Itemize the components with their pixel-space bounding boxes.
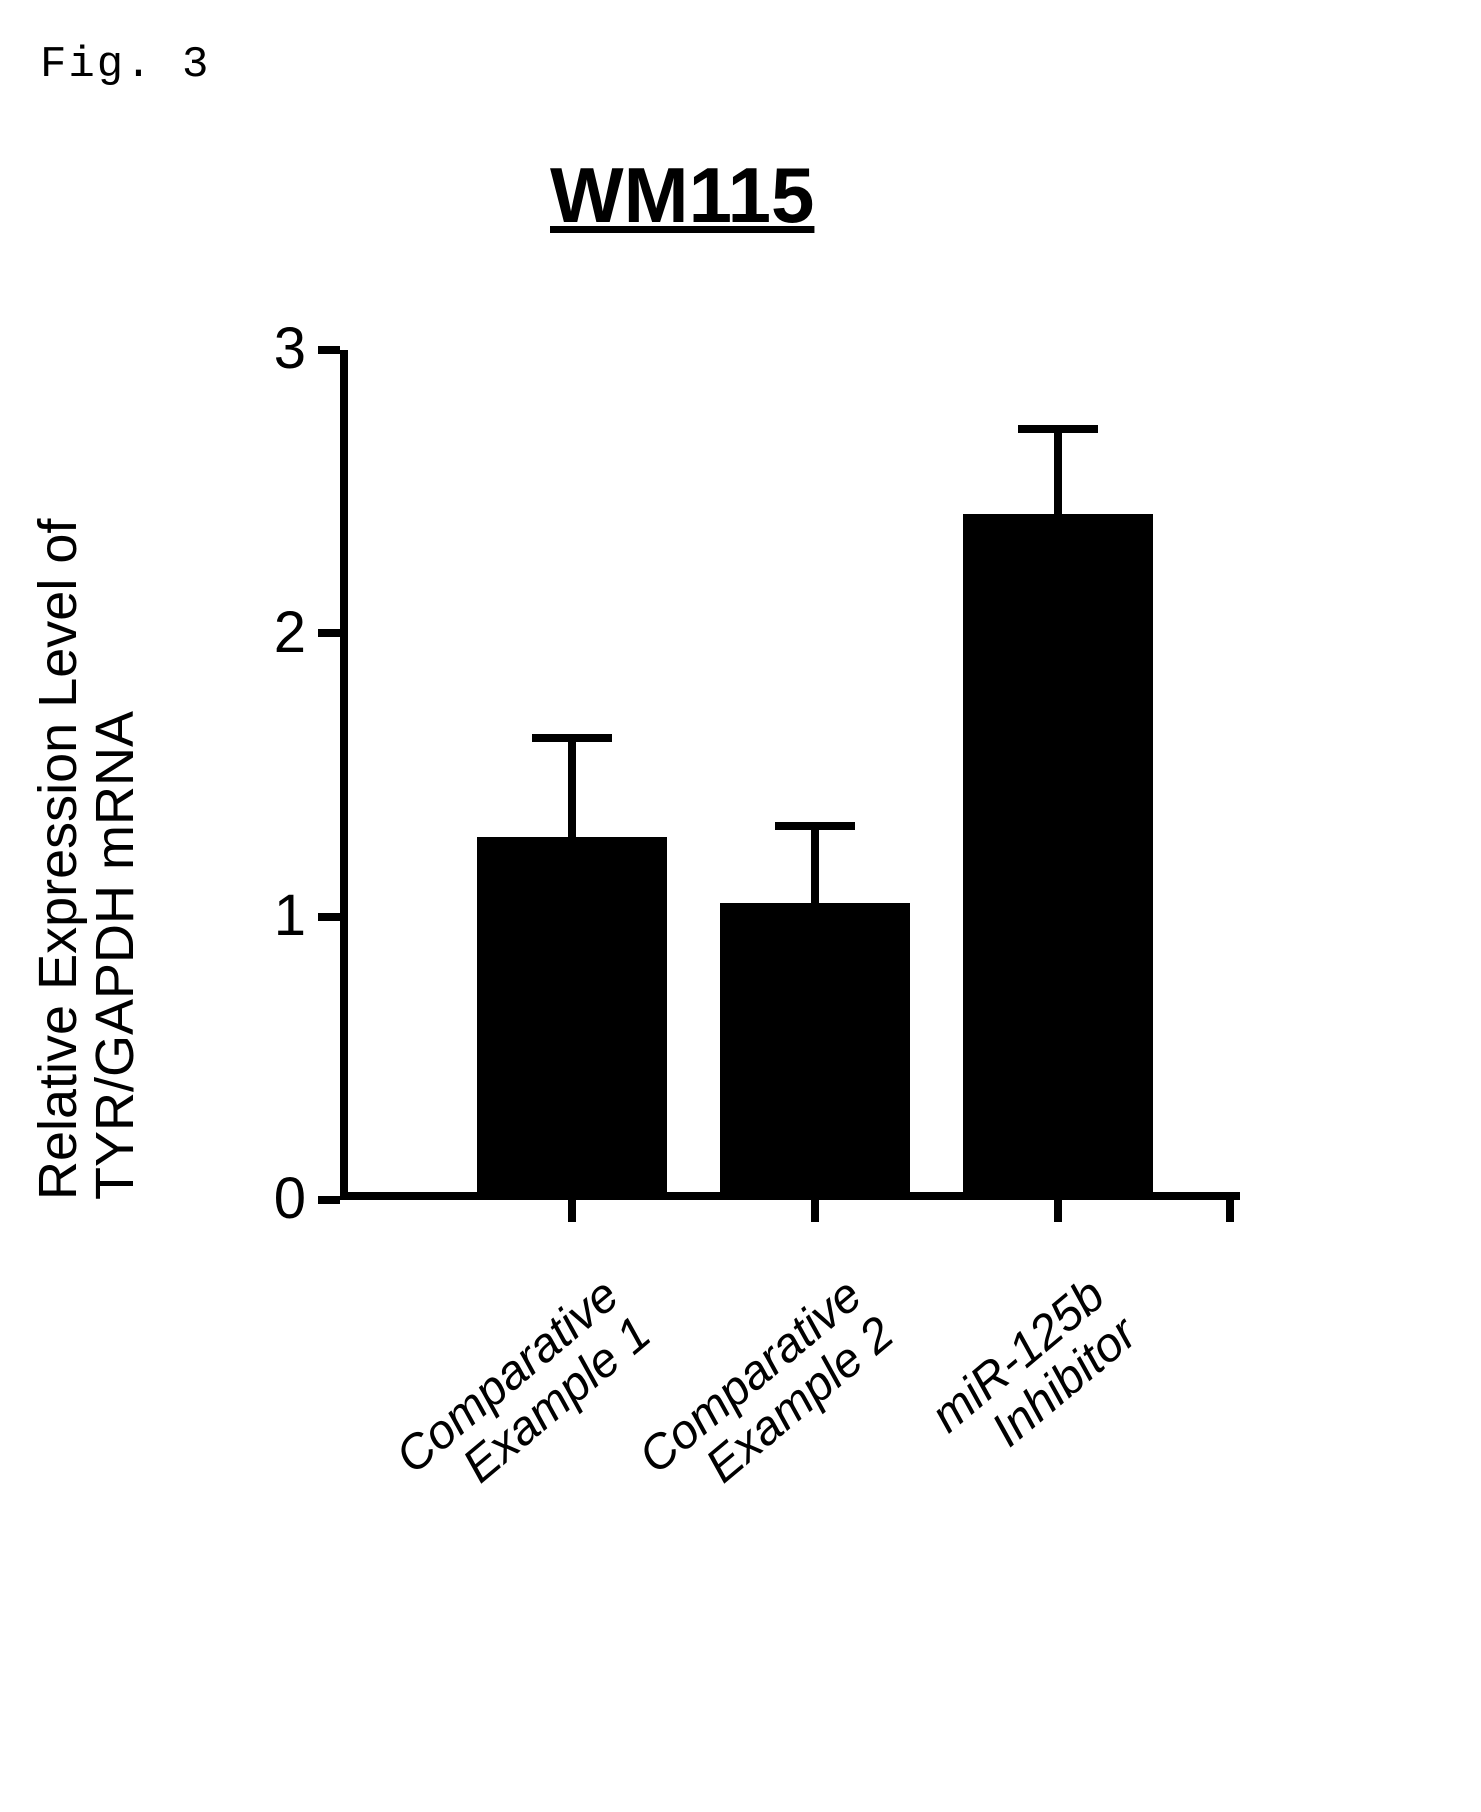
x-tick-label: miR-125b Inhibitor — [923, 1270, 1147, 1481]
plot-area: 0123Comparative Example 1Comparative Exa… — [340, 350, 1240, 1200]
bar — [477, 837, 667, 1192]
error-bar-stem — [811, 826, 819, 903]
y-axis-line — [340, 350, 348, 1200]
error-bar-stem — [568, 738, 576, 837]
bar — [720, 903, 910, 1193]
y-tick-label: 1 — [250, 882, 306, 949]
x-tick-label: Comparative Example 1 — [387, 1270, 660, 1522]
x-tick — [1226, 1200, 1234, 1222]
y-tick-label: 3 — [250, 315, 306, 382]
y-tick — [318, 913, 340, 921]
y-tick — [318, 346, 340, 354]
error-bar-cap — [775, 822, 855, 830]
chart-title: WM115 — [550, 150, 814, 241]
x-tick-label: Comparative Example 2 — [631, 1270, 904, 1522]
y-tick — [318, 629, 340, 637]
x-tick — [1054, 1200, 1062, 1222]
error-bar-stem — [1054, 429, 1062, 514]
figure-label: Fig. 3 — [40, 40, 210, 90]
y-tick-label: 0 — [250, 1165, 306, 1232]
y-axis-label: Relative Expression Level of TYR/GAPDH m… — [30, 519, 143, 1200]
x-tick — [568, 1200, 576, 1222]
x-axis-line — [340, 1192, 1240, 1200]
y-tick-label: 2 — [250, 599, 306, 666]
y-tick — [318, 1196, 340, 1204]
bar — [963, 514, 1153, 1192]
error-bar-cap — [1018, 425, 1098, 433]
error-bar-cap — [532, 734, 612, 742]
x-tick — [811, 1200, 819, 1222]
